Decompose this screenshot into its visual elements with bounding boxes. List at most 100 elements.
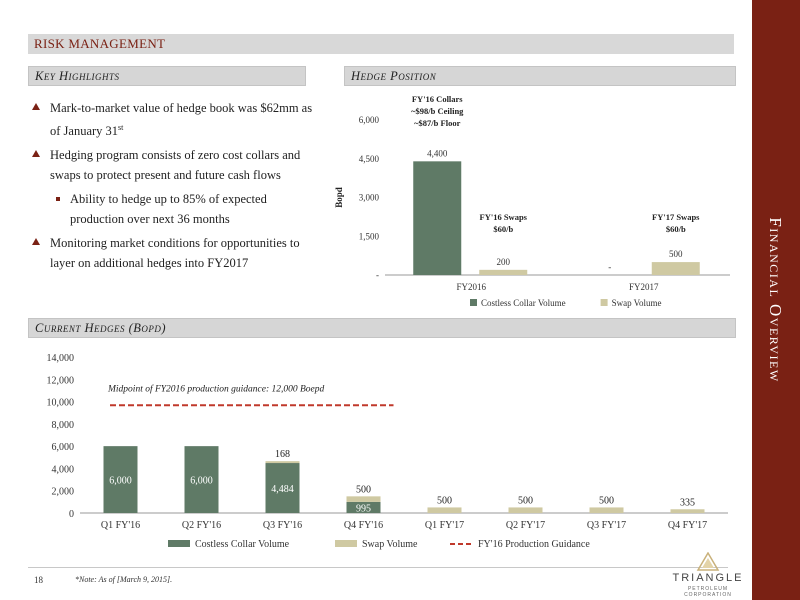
bar-swap-volume — [265, 461, 300, 464]
bar-swap-volume — [589, 507, 624, 513]
hedge-position-chart: - 1,500 3,000 4,500 6,000 Bopd FY2016 4,400 200 F… — [334, 94, 730, 308]
logo-name: TRIANGLE — [672, 572, 744, 584]
highlight-text: Monitoring market conditions for opportu… — [50, 236, 300, 271]
highlight-superscript: st — [118, 123, 124, 132]
y-tick-label: 14,000 — [47, 353, 75, 364]
bar-costless-collar-volume — [346, 501, 381, 513]
bar-swap-volume — [427, 507, 462, 513]
page-number: 18 — [34, 575, 43, 585]
highlight-subitem: Ability to hedge up to 85% of expected p… — [32, 189, 322, 229]
logo-subtitle: PETROLEUM CORPORATION — [684, 586, 732, 598]
y-tick-label: 4,500 — [359, 154, 380, 164]
legend-label: Swap Volume — [362, 539, 418, 550]
bar-costless-collar-volume — [413, 161, 462, 275]
highlight-text: Mark-to-market value of hedge book was $… — [50, 101, 313, 139]
data-label: 200 — [497, 257, 511, 267]
x-tick-label: Q1 FY'17 — [425, 520, 464, 531]
legend-swatch — [168, 540, 190, 547]
y-tick-label: - — [376, 270, 379, 280]
data-label: 995 — [356, 503, 371, 514]
square-bullet-icon — [56, 197, 60, 202]
x-tick-label: FY2016 — [456, 282, 486, 292]
key-highlights-title: Key Highlights — [35, 69, 120, 83]
hedge-position-bar: Hedge Position — [344, 66, 736, 86]
company-logo: TRIANGLE PETROLEUM CORPORATION — [668, 551, 748, 598]
key-highlights-bar: Key Highlights — [28, 66, 306, 86]
y-axis-label: Bopd — [334, 187, 344, 208]
data-label: - — [608, 262, 611, 272]
page-header: RISK MANAGEMENT — [28, 34, 734, 54]
y-tick-label: 8,000 — [52, 420, 75, 431]
legend-label: FY'16 Production Guidance — [478, 539, 590, 550]
data-label: 4,484 — [271, 484, 294, 495]
data-label: 500 — [356, 484, 371, 495]
highlight-item: Hedging program consists of zero cost co… — [32, 145, 322, 185]
page-title: RISK MANAGEMENT — [34, 36, 166, 51]
data-label: 500 — [437, 495, 452, 506]
bar-costless-collar-volume — [184, 446, 219, 513]
bar-costless-collar-volume — [265, 463, 300, 513]
highlights-list: Mark-to-market value of hedge book was $… — [32, 98, 322, 277]
x-tick-label: Q2 FY'17 — [506, 520, 545, 531]
triangle-logo-icon — [696, 551, 720, 571]
annotation-collars-ceiling: ~$98/b Ceiling — [411, 106, 464, 116]
highlight-item: Monitoring market conditions for opportu… — [32, 233, 322, 273]
y-tick-label: 3,000 — [359, 193, 380, 203]
data-label: 500 — [599, 495, 614, 506]
annotation-swaps17-title: FY'17 Swaps — [652, 212, 700, 222]
x-tick-label: Q1 FY'16 — [101, 520, 140, 531]
triangle-bullet-icon — [32, 238, 40, 246]
y-tick-label: 10,000 — [47, 398, 75, 409]
bar-swap-volume — [508, 507, 543, 513]
data-label: 168 — [275, 449, 290, 460]
x-tick-label: Q2 FY'16 — [182, 520, 221, 531]
x-tick-label: Q3 FY'16 — [263, 520, 302, 531]
x-tick-label: Q3 FY'17 — [587, 520, 626, 531]
data-label: 500 — [518, 495, 533, 506]
current-hedges-chart: 0 2,000 4,000 6,000 8,000 10,000 12,000 14,000 Q… — [47, 353, 728, 550]
annotation-collars-title: FY'16 Collars — [412, 94, 463, 104]
legend-swatch — [470, 299, 477, 306]
data-label: 4,400 — [427, 148, 448, 158]
legend-label: Costless Collar Volume — [481, 298, 566, 308]
y-tick-label: 6,000 — [52, 442, 75, 453]
bar-swap-volume — [651, 262, 700, 275]
current-hedges-title: Current Hedges (Bopd) — [35, 321, 167, 335]
annotation-swaps16-price: $60/b — [493, 224, 513, 234]
y-tick-label: 2,000 — [52, 487, 75, 498]
highlight-item: Mark-to-market value of hedge book was $… — [32, 98, 322, 141]
data-label: 6,000 — [109, 476, 132, 487]
y-tick-label: 0 — [69, 509, 74, 520]
side-title: Financial Overview — [766, 217, 785, 383]
highlight-subtext: Ability to hedge up to 85% of expected p… — [70, 192, 267, 227]
triangle-bullet-icon — [32, 150, 40, 158]
annotation-swaps16-title: FY'16 Swaps — [480, 212, 528, 222]
footnote: *Note: As of [March 9, 2015]. — [75, 575, 173, 584]
bar-swap-volume — [346, 496, 381, 502]
y-tick-label: 1,500 — [359, 231, 380, 241]
highlight-text: Hedging program consists of zero cost co… — [50, 148, 301, 183]
hedge-position-title: Hedge Position — [351, 69, 437, 83]
bar-costless-collar-volume — [103, 446, 138, 513]
y-tick-label: 12,000 — [47, 375, 75, 386]
bar-swap-volume — [479, 269, 528, 275]
data-label: 335 — [680, 497, 695, 508]
y-tick-label: 4,000 — [52, 464, 75, 475]
triangle-bullet-icon — [32, 103, 40, 110]
guidance-annotation: Midpoint of FY2016 production guidance: … — [107, 383, 325, 394]
annotation-collars-floor: ~$87/b Floor — [414, 118, 460, 128]
legend-swatch — [600, 299, 608, 306]
footer-divider — [28, 567, 728, 568]
current-hedges-bar: Current Hedges (Bopd) — [28, 318, 736, 338]
legend-label: Costless Collar Volume — [195, 539, 290, 550]
x-tick-label: Q4 FY'17 — [668, 520, 707, 531]
x-tick-label: Q4 FY'16 — [344, 520, 383, 531]
side-band — [752, 0, 800, 600]
bar-swap-volume — [670, 509, 705, 513]
x-tick-label: FY2017 — [629, 282, 659, 292]
legend-swatch — [335, 540, 357, 547]
data-label: 6,000 — [190, 476, 213, 487]
data-label: 500 — [669, 249, 683, 259]
legend-label: Swap Volume — [612, 298, 662, 308]
y-tick-label: 6,000 — [359, 115, 380, 125]
